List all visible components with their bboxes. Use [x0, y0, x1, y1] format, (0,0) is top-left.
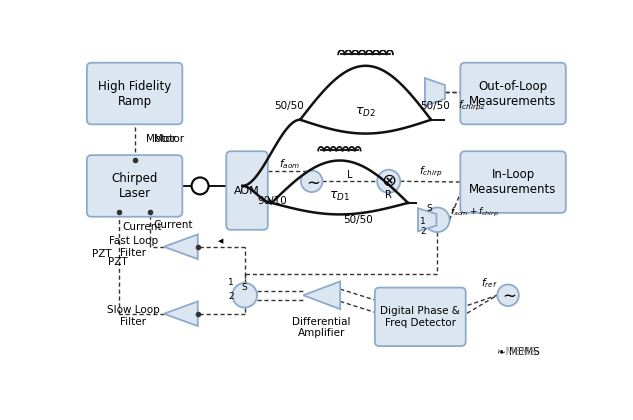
- Text: Digital Phase &
Freq Detector: Digital Phase & Freq Detector: [380, 306, 460, 328]
- Text: $\tau_{D1}$: $\tau_{D1}$: [329, 190, 350, 203]
- Text: Motor: Motor: [154, 134, 184, 144]
- Text: PZT: PZT: [92, 249, 111, 260]
- Circle shape: [232, 283, 257, 307]
- FancyBboxPatch shape: [375, 288, 466, 346]
- Text: S: S: [427, 204, 432, 213]
- Text: Differential
Amplifier: Differential Amplifier: [292, 317, 351, 339]
- Text: Out-of-Loop
Measurements: Out-of-Loop Measurements: [470, 79, 557, 108]
- Text: $\sim$: $\sim$: [303, 172, 320, 190]
- Text: PZT: PZT: [108, 257, 127, 267]
- Text: Current: Current: [154, 220, 193, 230]
- Text: $f_{aom}+f_{chirp}$: $f_{aom}+f_{chirp}$: [450, 205, 499, 219]
- Text: In-Loop
Measurements: In-Loop Measurements: [470, 168, 557, 196]
- FancyBboxPatch shape: [460, 63, 566, 124]
- Text: MEMS: MEMS: [499, 347, 537, 357]
- Circle shape: [301, 171, 322, 192]
- Text: Motor: Motor: [146, 134, 176, 144]
- Text: $f_{aom}$: $f_{aom}$: [279, 158, 301, 171]
- Circle shape: [377, 170, 400, 193]
- Text: $f_{chirp2}$: $f_{chirp2}$: [458, 99, 486, 113]
- Text: 2: 2: [420, 227, 425, 236]
- Text: AOM: AOM: [234, 186, 260, 196]
- Text: 90/10: 90/10: [258, 196, 287, 205]
- FancyBboxPatch shape: [87, 63, 182, 124]
- Text: $f_{ref}$: $f_{ref}$: [480, 276, 497, 290]
- Circle shape: [498, 284, 519, 306]
- Text: 50/50: 50/50: [420, 101, 450, 111]
- Text: High Fidelity
Ramp: High Fidelity Ramp: [98, 79, 172, 108]
- Text: R: R: [385, 190, 392, 200]
- Text: ❧ MEMS: ❧ MEMS: [497, 347, 539, 357]
- Polygon shape: [425, 78, 445, 106]
- Text: L: L: [348, 170, 353, 180]
- Text: $\otimes$: $\otimes$: [381, 172, 396, 190]
- Text: $\blacktriangleleft$: $\blacktriangleleft$: [216, 236, 225, 246]
- Polygon shape: [303, 281, 340, 309]
- Circle shape: [425, 207, 449, 232]
- Circle shape: [192, 177, 208, 194]
- Text: $f_{chirp}$: $f_{chirp}$: [419, 165, 443, 179]
- Text: Chirped
Laser: Chirped Laser: [111, 172, 158, 200]
- Polygon shape: [164, 234, 197, 259]
- Text: $\tau_{D2}$: $\tau_{D2}$: [355, 105, 376, 118]
- Text: Slow Loop
Filter: Slow Loop Filter: [107, 305, 160, 327]
- FancyBboxPatch shape: [226, 151, 268, 230]
- Text: Current: Current: [122, 223, 161, 233]
- FancyBboxPatch shape: [460, 151, 566, 213]
- Text: 1: 1: [420, 217, 425, 226]
- Polygon shape: [418, 208, 436, 231]
- Text: $\sim$: $\sim$: [499, 286, 517, 304]
- Text: 50/50: 50/50: [343, 215, 373, 225]
- Text: 50/50: 50/50: [273, 101, 303, 111]
- Text: S: S: [242, 283, 248, 292]
- Text: 2: 2: [229, 292, 234, 301]
- Text: Fast Loop
Filter: Fast Loop Filter: [108, 236, 158, 257]
- FancyBboxPatch shape: [87, 155, 182, 217]
- Text: 1: 1: [228, 278, 234, 287]
- Polygon shape: [164, 302, 197, 326]
